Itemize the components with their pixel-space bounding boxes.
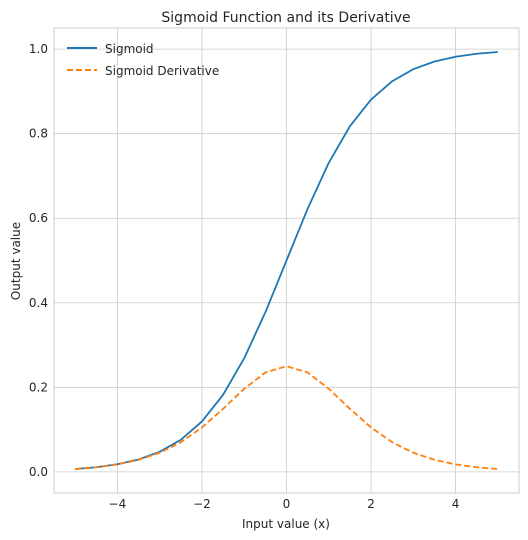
x-tick-label: 4 xyxy=(452,497,460,511)
x-tick-label: 2 xyxy=(367,497,375,511)
legend-label-sigmoid-derivative: Sigmoid Derivative xyxy=(105,64,219,78)
x-tick-label: 0 xyxy=(283,497,291,511)
plot-frame xyxy=(53,27,520,494)
chart-title: Sigmoid Function and its Derivative xyxy=(161,10,410,26)
x-tick-label: −2 xyxy=(193,497,211,511)
y-tick-label: 0.6 xyxy=(29,211,48,225)
y-axis-label: Output value xyxy=(9,222,23,300)
x-axis-label: Input value (x) xyxy=(242,517,330,531)
tick-labels: −4 −2 0 2 4 0.0 0.2 0.4 0.6 0.8 1.0 xyxy=(29,42,460,511)
legend: Sigmoid Sigmoid Derivative xyxy=(67,42,219,78)
x-tick-label: −4 xyxy=(109,497,127,511)
y-tick-label: 0.2 xyxy=(29,380,48,394)
sigmoid-line xyxy=(75,51,498,470)
grid-lines xyxy=(54,28,519,493)
y-tick-label: 0.8 xyxy=(29,127,48,141)
legend-label-sigmoid: Sigmoid xyxy=(105,42,154,56)
series-lines xyxy=(75,51,498,470)
y-tick-label: 0.0 xyxy=(29,465,48,479)
y-tick-label: 0.4 xyxy=(29,296,48,310)
y-tick-label: 1.0 xyxy=(29,42,48,56)
